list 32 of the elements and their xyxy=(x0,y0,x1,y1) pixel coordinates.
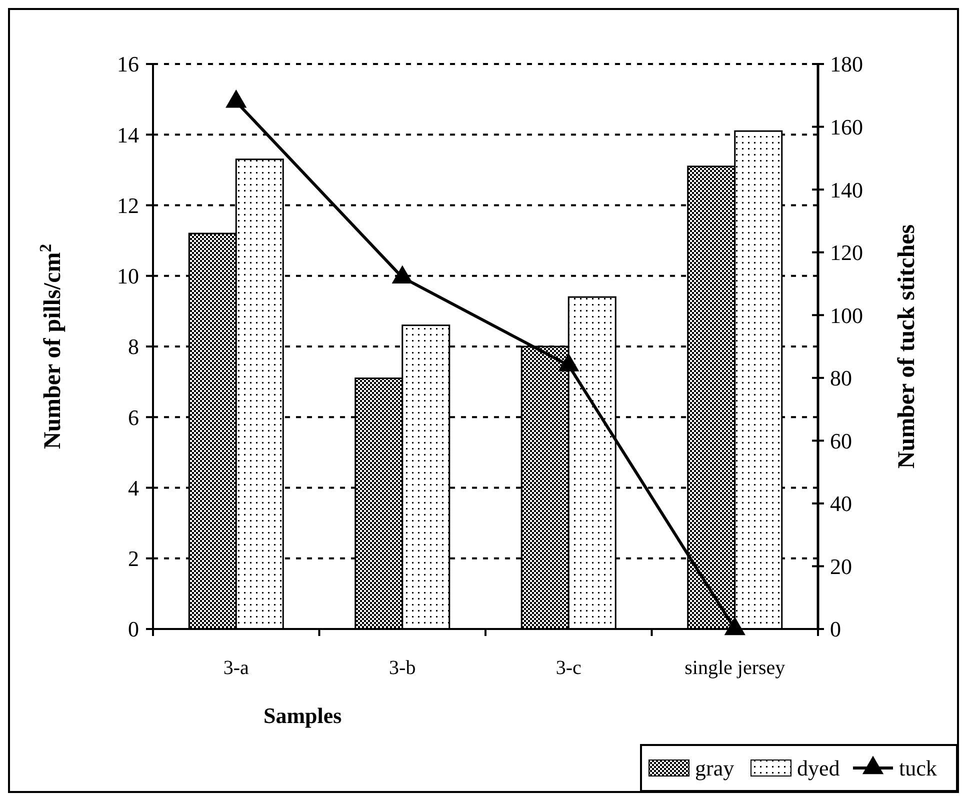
y-tick-label: 10 xyxy=(117,264,139,289)
point xyxy=(392,265,413,284)
legend-label: gray xyxy=(695,756,734,781)
x-tick-label: single jersey xyxy=(684,657,786,679)
y2-tick-label: 0 xyxy=(830,616,841,642)
legend-label: dyed xyxy=(797,756,840,781)
y2-tick-label: 100 xyxy=(830,302,863,328)
legend-label: tuck xyxy=(899,756,937,781)
point xyxy=(226,89,247,108)
y-tick-label: 0 xyxy=(128,616,139,642)
y2-tick-label: 180 xyxy=(830,52,863,77)
y-tick-label: 2 xyxy=(128,546,139,572)
x-tick-label: 3-c xyxy=(556,657,582,679)
y-tick-label: 14 xyxy=(117,122,139,148)
y2-tick-label: 20 xyxy=(830,554,852,579)
y2-tick-label: 60 xyxy=(830,428,852,454)
y-tick-label: 8 xyxy=(128,334,139,360)
y2-axis-title: Number of tuck stitches xyxy=(894,224,920,469)
y2-tick-label: 140 xyxy=(830,177,863,202)
y2-tick-label: 120 xyxy=(830,240,863,266)
point xyxy=(724,616,746,636)
y-tick-label: 4 xyxy=(128,475,139,500)
x-tick-label: 3-a xyxy=(223,657,250,679)
y-tick-label: 12 xyxy=(117,192,139,218)
x-tick-label: 3-b xyxy=(389,657,416,679)
y2-tick-label: 160 xyxy=(830,114,863,140)
y-tick-label: 6 xyxy=(128,404,139,430)
y2-tick-label: 40 xyxy=(830,491,852,516)
y-tick-label: 16 xyxy=(117,52,139,77)
point xyxy=(558,353,580,372)
y2-tick-label: 80 xyxy=(830,366,852,391)
x-axis-title: Samples xyxy=(264,703,342,728)
